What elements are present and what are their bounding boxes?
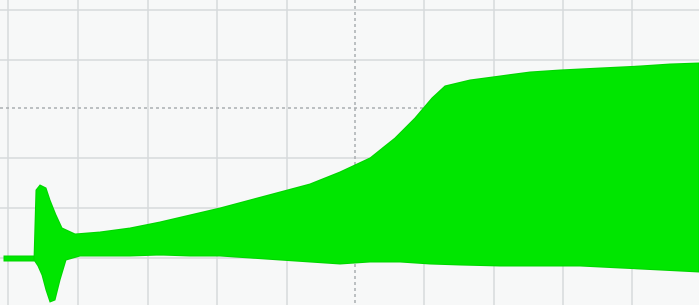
scope-screen — [0, 0, 699, 305]
page — [0, 0, 699, 305]
baseline-trace — [4, 256, 36, 261]
